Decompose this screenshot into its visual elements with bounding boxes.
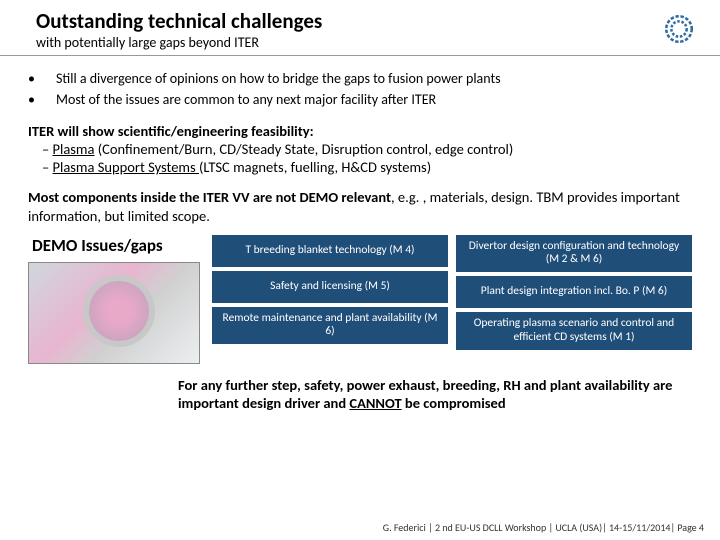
- bullet-item: • Most of the issues are common to any n…: [28, 91, 692, 108]
- conclusion-post: be compromised: [402, 394, 506, 412]
- feasibility-label-2: Plasma Support Systems: [53, 158, 199, 176]
- issue-box: Remote maintenance and plant availabilit…: [212, 307, 448, 345]
- feasibility-lead: ITER will show scientific/engineering fe…: [28, 122, 692, 140]
- issues-col-2: Divertor design configuration and techno…: [456, 235, 692, 350]
- components-bold: Most components inside the ITER VV are n…: [28, 188, 391, 206]
- feasibility-rest-2: (LTSC magnets, fuelling, H&CD systems): [199, 158, 431, 176]
- bullet-item: • Still a divergence of opinions on how …: [28, 70, 692, 87]
- issue-box: Safety and licensing (M 5): [212, 271, 448, 303]
- slide-footer: G. Federici | 2 nd EU-US DCLL Workshop |…: [383, 521, 704, 534]
- conclusion-cannot: CANNOT: [349, 394, 401, 412]
- slide-header: Outstanding technical challenges with po…: [0, 0, 720, 56]
- components-paragraph: Most components inside the ITER VV are n…: [28, 188, 692, 224]
- issue-box: Operating plasma scenario and control an…: [456, 312, 692, 350]
- slide-subtitle: with potentially large gaps beyond ITER: [36, 34, 684, 51]
- feasibility-block: ITER will show scientific/engineering fe…: [28, 122, 692, 176]
- feasibility-rest-1: (Confinement/Burn, CD/Steady State, Disr…: [94, 140, 513, 158]
- conclusion-text: For any further step, safety, power exha…: [178, 376, 688, 412]
- issue-box: T breeding blanket technology (M 4): [212, 235, 448, 267]
- issues-left-column: DEMO Issues/gaps: [28, 235, 204, 364]
- bullet-marker: •: [28, 70, 56, 87]
- slide-content: • Still a divergence of opinions on how …: [0, 56, 720, 412]
- slide-title: Outstanding technical challenges: [36, 8, 684, 34]
- bullet-text: Still a divergence of opinions on how to…: [56, 70, 692, 87]
- feasibility-line-2: – Plasma Support Systems (LTSC magnets, …: [42, 158, 692, 176]
- bullet-text: Most of the issues are common to any nex…: [56, 91, 692, 108]
- bullet-marker: •: [28, 91, 56, 108]
- logo-icon: [662, 12, 696, 46]
- issues-title: DEMO Issues/gaps: [28, 235, 204, 256]
- feasibility-line-1: – Plasma (Confinement/Burn, CD/Steady St…: [42, 140, 692, 158]
- issue-box: Plant design integration incl. Bo. P (M …: [456, 276, 692, 308]
- issues-col-1: T breeding blanket technology (M 4) Safe…: [212, 235, 448, 345]
- bullet-list: • Still a divergence of opinions on how …: [28, 70, 692, 108]
- feasibility-label-1: Plasma: [53, 140, 95, 158]
- reactor-image: [28, 262, 200, 364]
- issue-box: Divertor design configuration and techno…: [456, 235, 692, 273]
- issues-section: DEMO Issues/gaps T breeding blanket tech…: [28, 235, 692, 364]
